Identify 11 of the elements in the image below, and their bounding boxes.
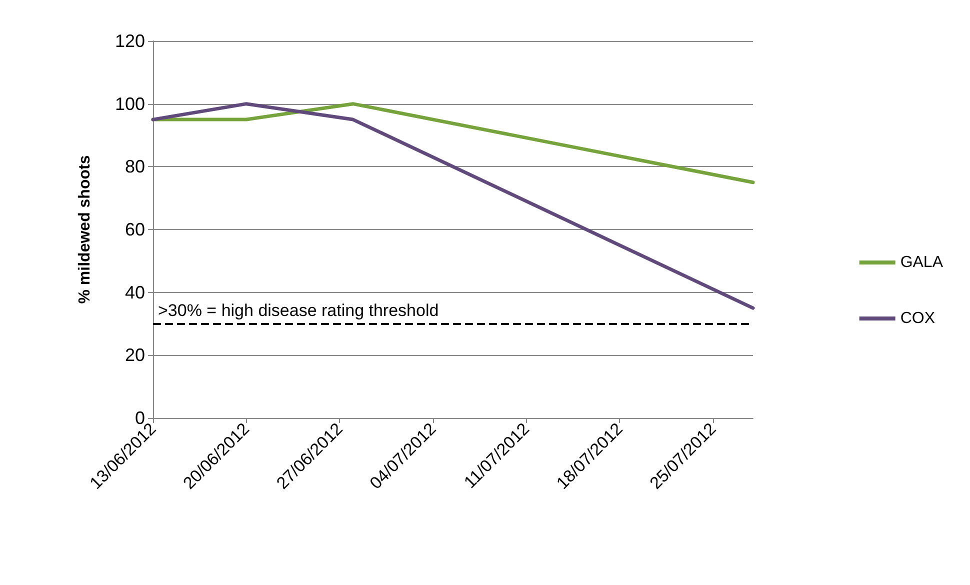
y-axis-title: % mildewed shoots [76, 155, 94, 304]
y-tick-label: 20 [124, 345, 145, 366]
y-tick-label: 60 [124, 220, 145, 240]
y-tick-label: 100 [114, 94, 145, 114]
y-tick-label: 0 [134, 408, 145, 428]
legend-label: GALA [900, 254, 944, 271]
y-tick-label: 40 [124, 282, 145, 302]
ref-line-label: >30% = high disease rating threshold [158, 300, 439, 320]
y-tick-label: 120 [114, 31, 145, 51]
y-tick-label: 80 [124, 156, 145, 177]
legend-label: COX [900, 310, 936, 327]
